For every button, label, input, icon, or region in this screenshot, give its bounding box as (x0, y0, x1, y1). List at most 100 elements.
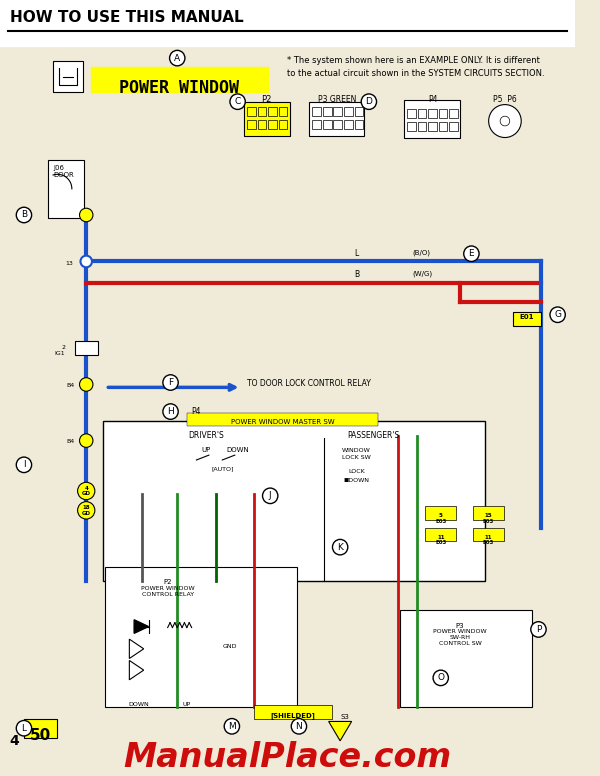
Text: DRIVER'S: DRIVER'S (188, 431, 224, 440)
Text: P4: P4 (191, 407, 201, 416)
Text: WINDOW
LOCK SW: WINDOW LOCK SW (342, 449, 371, 459)
Bar (258, 120, 266, 129)
Circle shape (16, 720, 32, 736)
Circle shape (332, 539, 348, 555)
Bar (334, 108, 342, 116)
Circle shape (163, 375, 178, 390)
Text: ◼DOWN: ◼DOWN (343, 478, 369, 483)
Bar (254, 705, 332, 719)
Text: 13: 13 (65, 261, 73, 266)
Text: [AUTO]: [AUTO] (211, 466, 233, 472)
Text: P2: P2 (261, 95, 272, 104)
Bar (439, 109, 448, 118)
Bar (473, 507, 504, 520)
Text: G: G (554, 310, 561, 319)
Text: J06
DOOR: J06 DOOR (53, 165, 74, 178)
Text: A: A (174, 54, 181, 63)
Text: P: P (536, 625, 541, 634)
Text: B4: B4 (67, 383, 75, 388)
Text: POWER WINDOW MASTER SW: POWER WINDOW MASTER SW (231, 419, 334, 425)
Bar (0, 0, 575, 47)
Text: 4: 4 (10, 734, 19, 748)
Text: DOWN: DOWN (128, 702, 149, 707)
Text: N: N (296, 722, 302, 731)
Circle shape (531, 622, 546, 637)
Circle shape (77, 501, 95, 519)
Text: [SHIELDED]: [SHIELDED] (271, 712, 316, 719)
Circle shape (550, 307, 565, 323)
Text: L: L (22, 724, 26, 733)
Text: 4
GD: 4 GD (82, 486, 91, 497)
Text: 5
E03: 5 E03 (435, 513, 446, 524)
Bar (279, 120, 287, 129)
Bar (344, 108, 353, 116)
Circle shape (230, 94, 245, 109)
Circle shape (16, 207, 32, 223)
Circle shape (291, 719, 307, 734)
Text: 2
IG1: 2 IG1 (55, 345, 65, 355)
Circle shape (16, 457, 32, 473)
Polygon shape (134, 620, 149, 633)
Bar (407, 122, 416, 130)
Bar (323, 108, 332, 116)
Bar (428, 122, 437, 130)
Bar (103, 421, 485, 581)
Bar (106, 566, 297, 707)
Text: O: O (437, 674, 444, 682)
Text: 11
E03: 11 E03 (483, 535, 494, 546)
Text: LOCK: LOCK (348, 469, 365, 473)
Text: K: K (337, 542, 343, 552)
Bar (334, 120, 342, 129)
Text: B: B (355, 270, 359, 279)
Text: POWER WINDOW: POWER WINDOW (119, 79, 239, 98)
Text: UP: UP (183, 702, 191, 707)
Text: D: D (365, 97, 373, 106)
Text: H: H (167, 407, 174, 416)
Bar (313, 108, 321, 116)
Bar (425, 507, 456, 520)
Bar (244, 102, 290, 136)
Bar (418, 122, 427, 130)
Text: DOWN: DOWN (226, 448, 249, 453)
Polygon shape (329, 722, 352, 741)
Bar (268, 108, 277, 116)
Bar (323, 120, 332, 129)
Bar (418, 109, 427, 118)
Text: P3: P3 (455, 622, 464, 629)
Circle shape (464, 246, 479, 262)
Text: P3 GREEN: P3 GREEN (318, 95, 356, 104)
Bar (344, 120, 353, 129)
Text: HOW TO USE THIS MANUAL: HOW TO USE THIS MANUAL (10, 9, 243, 25)
Text: B4: B4 (67, 439, 75, 444)
Text: 50: 50 (29, 728, 51, 743)
Bar (355, 108, 363, 116)
Text: J: J (269, 491, 272, 501)
Bar (247, 120, 256, 129)
Bar (407, 109, 416, 118)
Bar (310, 102, 364, 136)
Bar (75, 341, 98, 355)
Bar (268, 120, 277, 129)
Bar (48, 160, 85, 218)
Circle shape (361, 94, 377, 109)
Text: (W/G): (W/G) (412, 271, 432, 278)
Text: L: L (355, 248, 359, 258)
Bar (279, 108, 287, 116)
Bar (91, 67, 268, 92)
Text: UP: UP (202, 448, 211, 453)
Text: TO DOOR LOCK CONTROL RELAY: TO DOOR LOCK CONTROL RELAY (247, 379, 371, 388)
Text: PASSENGER'S: PASSENGER'S (347, 431, 400, 440)
Text: P2: P2 (163, 579, 172, 585)
Bar (258, 108, 266, 116)
Bar (449, 122, 458, 130)
Text: 15
E03: 15 E03 (483, 513, 494, 524)
Text: 18
GD: 18 GD (82, 505, 91, 516)
Circle shape (163, 404, 178, 419)
Text: 11
E03: 11 E03 (435, 535, 446, 546)
Text: P5  P6: P5 P6 (493, 95, 517, 104)
Bar (449, 109, 458, 118)
Circle shape (433, 670, 448, 686)
Bar (512, 312, 541, 327)
Circle shape (80, 208, 93, 222)
Text: C: C (235, 97, 241, 106)
